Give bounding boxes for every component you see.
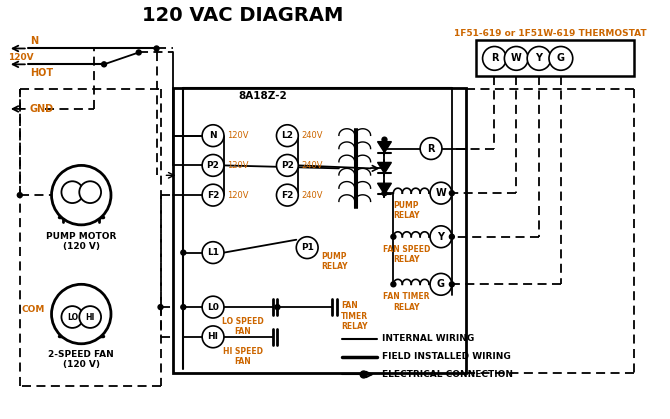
Text: FAN TIMER
RELAY: FAN TIMER RELAY xyxy=(383,292,429,312)
Text: L1: L1 xyxy=(207,248,219,257)
Circle shape xyxy=(391,234,396,239)
Text: P1: P1 xyxy=(301,243,314,252)
Circle shape xyxy=(430,226,452,248)
Text: PUMP
RELAY: PUMP RELAY xyxy=(321,252,348,271)
Circle shape xyxy=(505,47,528,70)
Circle shape xyxy=(482,47,507,70)
Circle shape xyxy=(527,47,551,70)
Circle shape xyxy=(202,125,224,147)
Circle shape xyxy=(158,305,163,310)
Text: ELECTRICAL CONNECTION: ELECTRICAL CONNECTION xyxy=(381,370,513,379)
Circle shape xyxy=(79,306,101,328)
Circle shape xyxy=(382,191,387,196)
Text: 120V: 120V xyxy=(8,53,34,62)
Text: COM: COM xyxy=(22,305,45,313)
Circle shape xyxy=(360,371,367,378)
Circle shape xyxy=(181,305,186,310)
Text: G: G xyxy=(557,53,565,63)
Circle shape xyxy=(420,138,442,160)
Circle shape xyxy=(202,155,224,176)
Text: LO: LO xyxy=(67,313,78,321)
Circle shape xyxy=(202,326,224,348)
Text: 240V: 240V xyxy=(302,191,323,199)
Text: GND: GND xyxy=(29,104,54,114)
Circle shape xyxy=(450,191,454,196)
Text: 2-SPEED FAN
(120 V): 2-SPEED FAN (120 V) xyxy=(48,350,114,369)
Circle shape xyxy=(136,50,141,55)
Text: L2: L2 xyxy=(281,131,293,140)
Text: 120V: 120V xyxy=(227,131,249,140)
Text: PUMP
RELAY: PUMP RELAY xyxy=(393,201,419,220)
Text: FAN SPEED
RELAY: FAN SPEED RELAY xyxy=(383,245,430,264)
Circle shape xyxy=(450,234,454,239)
Text: 120V: 120V xyxy=(227,161,249,170)
Text: 120 VAC DIAGRAM: 120 VAC DIAGRAM xyxy=(142,6,344,25)
Text: R: R xyxy=(490,53,498,63)
Circle shape xyxy=(62,181,83,203)
Text: 8A18Z-2: 8A18Z-2 xyxy=(239,91,287,101)
Text: F2: F2 xyxy=(281,191,293,199)
Polygon shape xyxy=(377,163,391,173)
Text: 1F51-619 or 1F51W-619 THERMOSTAT: 1F51-619 or 1F51W-619 THERMOSTAT xyxy=(454,29,647,38)
Text: N: N xyxy=(29,36,38,47)
Circle shape xyxy=(202,184,224,206)
Circle shape xyxy=(181,250,186,255)
Circle shape xyxy=(277,125,298,147)
Circle shape xyxy=(202,296,224,318)
Polygon shape xyxy=(377,183,391,194)
Circle shape xyxy=(102,62,107,67)
Circle shape xyxy=(202,242,224,264)
Circle shape xyxy=(52,285,111,344)
Text: FAN
TIMER
RELAY: FAN TIMER RELAY xyxy=(341,301,368,331)
Circle shape xyxy=(382,137,387,142)
Text: W: W xyxy=(436,188,446,198)
Circle shape xyxy=(17,193,22,198)
Circle shape xyxy=(277,184,298,206)
Circle shape xyxy=(52,166,111,225)
Text: N: N xyxy=(209,131,217,140)
Text: 120V: 120V xyxy=(227,191,249,199)
Text: HI: HI xyxy=(86,313,95,321)
Text: L0: L0 xyxy=(207,303,219,312)
Circle shape xyxy=(79,181,101,203)
Bar xyxy=(476,39,634,76)
Text: 240V: 240V xyxy=(302,161,323,170)
Text: HOT: HOT xyxy=(29,68,53,78)
Text: W: W xyxy=(511,53,522,63)
Circle shape xyxy=(296,237,318,259)
Text: PUMP MOTOR
(120 V): PUMP MOTOR (120 V) xyxy=(46,232,117,251)
Circle shape xyxy=(450,282,454,287)
Text: Y: Y xyxy=(535,53,543,63)
Circle shape xyxy=(154,46,159,51)
Text: R: R xyxy=(427,144,435,153)
Text: F2: F2 xyxy=(207,191,219,199)
Circle shape xyxy=(549,47,573,70)
Circle shape xyxy=(62,306,83,328)
Circle shape xyxy=(277,155,298,176)
Polygon shape xyxy=(377,142,391,153)
Circle shape xyxy=(275,305,280,310)
Text: Y: Y xyxy=(438,232,444,242)
Text: G: G xyxy=(437,279,445,289)
Text: P2: P2 xyxy=(206,161,220,170)
Bar xyxy=(174,88,466,373)
Circle shape xyxy=(430,182,452,204)
Circle shape xyxy=(391,282,396,287)
Text: LO SPEED
FAN: LO SPEED FAN xyxy=(222,317,264,336)
Circle shape xyxy=(430,274,452,295)
Text: 240V: 240V xyxy=(302,131,323,140)
Text: HI SPEED
FAN: HI SPEED FAN xyxy=(222,347,263,366)
Text: FIELD INSTALLED WIRING: FIELD INSTALLED WIRING xyxy=(381,352,511,361)
Text: P2: P2 xyxy=(281,161,294,170)
Text: INTERNAL WIRING: INTERNAL WIRING xyxy=(381,334,474,343)
Text: HI: HI xyxy=(208,332,218,341)
